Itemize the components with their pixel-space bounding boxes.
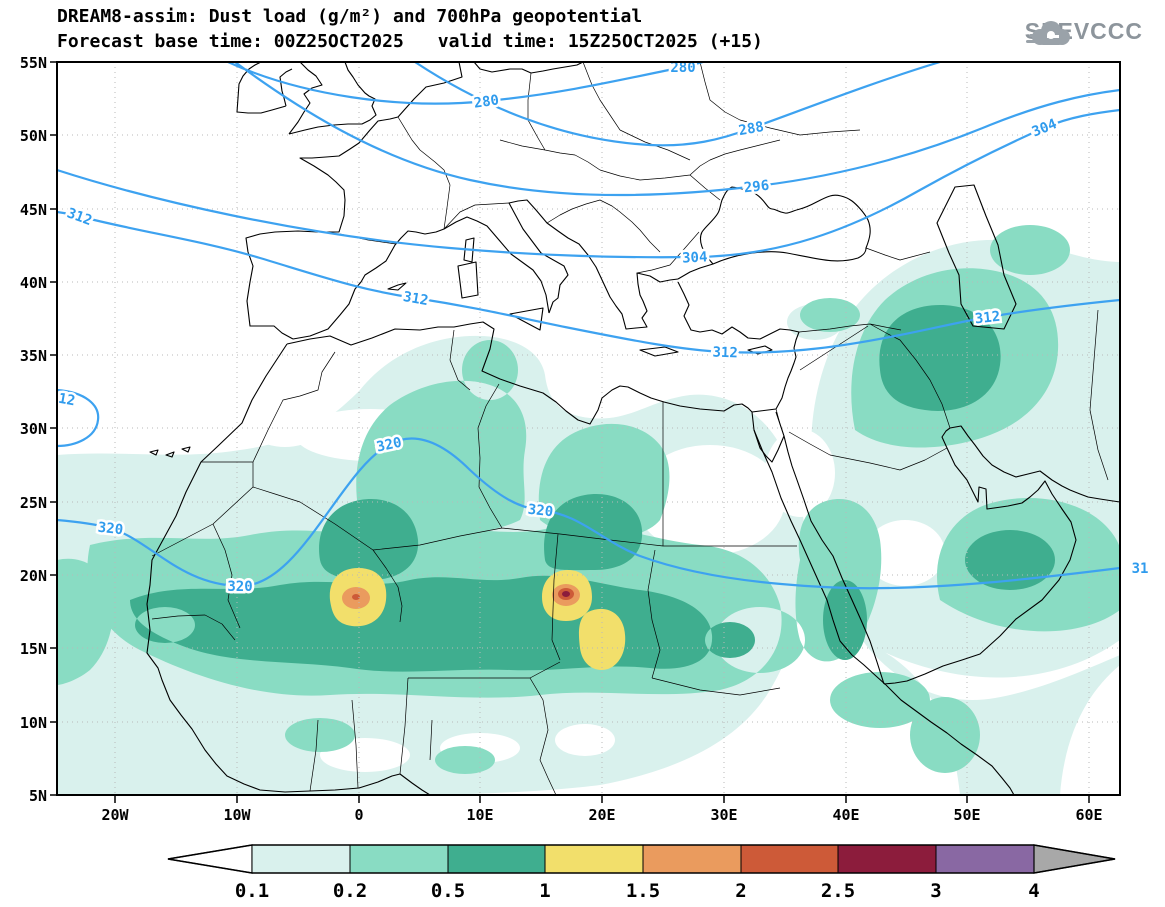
colorbar-label: 0.2 [333, 880, 367, 902]
colorbar-label: 4 [1028, 880, 1039, 902]
coast-islands [149, 237, 773, 458]
forecast-valid-time: valid time: 15Z25OCT2025 (+15) [437, 31, 763, 52]
coast-iran-persian-gulf [949, 425, 1120, 503]
longitude-axis-labels: 20W 10W 0 10E 20E 30E 40E 50E 60E [101, 806, 1102, 824]
geopotential-contour-labels: 280 280 288 296 304 304 312 312 312 312 … [55, 58, 1151, 598]
lon-label: 20W [101, 806, 129, 824]
borders-africa [151, 329, 797, 795]
forecast-times-line: Forecast base time: 00Z25OCT2025 valid ti… [57, 31, 763, 52]
dust-level-0.5 [130, 305, 1055, 672]
colorbar-labels: 0.1 0.2 0.5 1 1.5 2 2.5 3 4 [235, 880, 1040, 902]
page-title: DREAM8-assim: Dust load (g/m²) and 700hP… [57, 6, 643, 27]
contour-label: 296 [743, 178, 770, 197]
coast-horn-of-africa [885, 684, 1015, 795]
lat-label: 30N [20, 420, 47, 438]
coast-africa-atlantic [146, 343, 431, 795]
colorbar-label: 0.1 [235, 880, 269, 902]
lat-label: 25N [20, 494, 47, 512]
contour-label: 312 [65, 205, 94, 229]
colorbar-label: 0.5 [431, 880, 465, 902]
coast-red-sea-west [753, 429, 887, 686]
latitude-axis-labels: 55N 50N 45N 40N 35N 30N 25N 20N 15N 10N … [20, 54, 47, 805]
map-content [57, 62, 1120, 795]
colorbar-label: 3 [930, 880, 941, 902]
geopotential-contour-lines [57, 62, 1120, 590]
colorbar-label: 1 [539, 880, 550, 902]
coast-mediterranean-north [292, 216, 550, 340]
colorbar: 0.1 0.2 0.5 1 1.5 2 2.5 3 4 [167, 844, 1116, 902]
lat-label: 45N [20, 201, 47, 219]
colorbar-label: 1.5 [626, 880, 660, 902]
axis-tick-marks [50, 61, 1090, 803]
colorbar-segment [544, 844, 644, 874]
contour-label: 31 [1132, 561, 1149, 577]
lon-label: 30E [710, 806, 737, 824]
coast-baltic-south [473, 62, 584, 74]
lat-label: 5N [29, 787, 47, 805]
lon-label: 50E [953, 806, 980, 824]
contour-label: 320 [527, 502, 554, 521]
dust-white-holes [241, 383, 945, 772]
cloud-icon [1025, 21, 1070, 45]
contour-label: 312 [974, 309, 1001, 328]
lat-label: 40N [20, 274, 47, 292]
seevccc-logo: SEEVCCC [1025, 18, 1143, 45]
colorbar-label: 2.5 [821, 880, 855, 902]
colorbar-outline [167, 844, 1116, 874]
coast-black-sea [699, 186, 871, 265]
colorbar-segment [740, 844, 839, 874]
lon-label: 10W [223, 806, 251, 824]
coast-arabia [883, 427, 1077, 685]
coast-britain-ireland [236, 62, 377, 135]
lon-label: 10E [466, 806, 493, 824]
coast-iberia-france-north-sea [245, 62, 463, 340]
country-borders [151, 62, 1109, 795]
coast-marmara-bosphorus [677, 263, 714, 280]
colorbar-right-arrow [1033, 844, 1116, 874]
dust-level-2.5 [562, 591, 570, 597]
colorbar-segment [837, 844, 937, 874]
coast-caspian-sea [936, 184, 1017, 330]
lat-label: 50N [20, 127, 47, 145]
lat-label: 10N [20, 714, 47, 732]
coastlines [146, 62, 1120, 795]
colorbar-segment [642, 844, 742, 874]
lat-label: 55N [20, 54, 47, 72]
colorbar-label: 2 [735, 880, 746, 902]
contour-label: 320 [227, 579, 252, 595]
colorbar-segment [935, 844, 1035, 874]
lat-label: 15N [20, 640, 47, 658]
lon-label: 0 [354, 806, 363, 824]
contour-label: 320 [97, 520, 124, 539]
coast-africa-mediterranean [286, 321, 800, 425]
borders-europe [339, 62, 861, 274]
contour-label: 304 [682, 249, 708, 266]
colorbar-segment [349, 844, 449, 874]
contour-label: 288 [737, 119, 765, 139]
contour-label: 12 [57, 391, 76, 410]
lon-label: 20E [588, 806, 615, 824]
lat-label: 20N [20, 567, 47, 585]
colorbar-left-arrow [167, 844, 253, 874]
contour-label: 312 [402, 289, 430, 309]
lat-label: 35N [20, 347, 47, 365]
coast-red-sea-east [783, 435, 885, 685]
contour-label: 304 [1030, 116, 1059, 140]
dust-fill-layers [57, 225, 1120, 795]
contour-label: 312 [712, 345, 738, 362]
contour-label: 280 [473, 92, 500, 111]
dust-level-1 [329, 568, 626, 670]
lon-label: 60E [1075, 806, 1102, 824]
coast-turkey-aegean-south [677, 281, 800, 340]
lon-label: 40E [832, 806, 859, 824]
colorbar-segment [447, 844, 546, 874]
colorbar-segment [251, 844, 351, 874]
forecast-base-time: Forecast base time: 00Z25OCT2025 [57, 31, 404, 52]
borders-middle-east [775, 247, 1109, 481]
